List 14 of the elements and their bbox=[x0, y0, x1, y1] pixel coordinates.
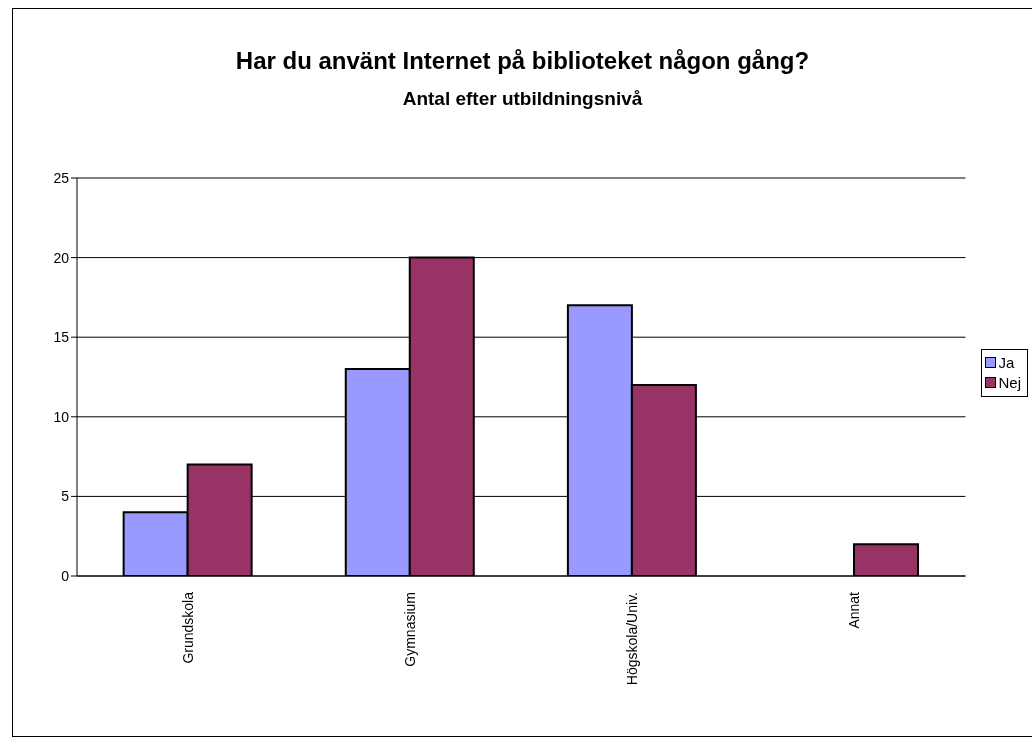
y-tick-label: 5 bbox=[61, 488, 70, 505]
chart-subtitle: Antal efter utbildningsnivå bbox=[401, 88, 644, 110]
x-tick-label: Annat bbox=[846, 591, 863, 629]
y-tick-label: 25 bbox=[53, 169, 70, 186]
chart-title: Har du använt Internet på biblioteket någon gång? bbox=[234, 47, 811, 75]
legend-label: Ja bbox=[998, 354, 1015, 371]
x-tick-label: Högskola/Univ. bbox=[624, 592, 641, 686]
y-tick-label: 0 bbox=[61, 567, 70, 584]
x-tick-label: Gymnasium bbox=[402, 592, 419, 667]
y-tick-label: 10 bbox=[53, 408, 70, 425]
x-tick-label: Grundskola bbox=[180, 591, 197, 664]
y-tick-label: 15 bbox=[53, 329, 70, 346]
legend-label: Nej bbox=[998, 374, 1021, 391]
y-tick-label: 20 bbox=[53, 249, 70, 266]
